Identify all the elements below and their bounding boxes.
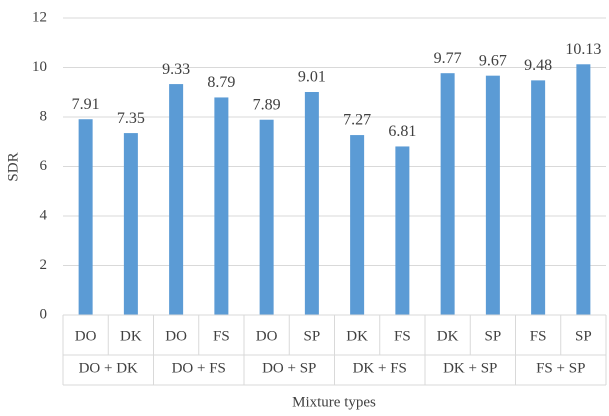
bar [350,135,365,315]
group-label: DO + FS [172,360,226,376]
x-axis-label: Mixture types [292,394,376,410]
value-label: 8.79 [207,74,235,91]
x-tick-label: FS [394,328,411,344]
bar [78,119,93,315]
y-tick-label: 4 [40,207,48,223]
bar [576,64,591,315]
x-tick-label: DK [120,328,142,344]
x-tick-label: FS [213,328,230,344]
group-label: DK + FS [353,360,407,376]
x-tick-label: DK [437,328,459,344]
value-label: 6.81 [388,123,416,140]
value-label: 7.27 [343,112,371,129]
y-tick-label: 8 [40,108,48,124]
x-tick-label: DO [165,328,187,344]
bar [395,146,410,315]
value-label: 9.67 [479,52,507,69]
value-label: 7.35 [117,110,145,127]
value-label: 9.01 [298,69,326,86]
group-label: DO + DK [79,360,138,376]
bar [304,92,319,315]
bar [440,73,455,315]
value-label: 7.91 [72,96,100,113]
x-tick-label: SP [304,328,321,344]
y-tick-label: 0 [40,306,48,322]
bar [123,133,138,315]
value-label: 9.48 [524,57,552,74]
bar [259,119,274,315]
y-tick-label: 10 [32,59,47,75]
value-label: 9.33 [162,61,190,78]
group-label: FS + SP [536,360,585,376]
group-label: DK + SP [443,360,497,376]
bar [485,75,500,315]
bar [531,80,546,316]
x-tick-label: FS [530,328,547,344]
x-tick-label: DO [256,328,278,344]
bar [169,84,184,316]
y-axis-label: SDR [5,152,21,181]
value-label: 9.77 [434,50,462,67]
x-tick-label: SP [575,328,592,344]
x-tick-label: SP [485,328,502,344]
value-label: 7.89 [253,96,281,113]
x-tick-label: DO [75,328,97,344]
x-tick-label: DK [346,328,368,344]
bar [214,97,229,315]
value-label: 10.13 [565,41,601,58]
y-tick-label: 12 [32,9,47,25]
y-tick-label: 2 [40,257,48,273]
y-tick-label: 6 [40,158,48,174]
group-label: DO + SP [262,360,316,376]
